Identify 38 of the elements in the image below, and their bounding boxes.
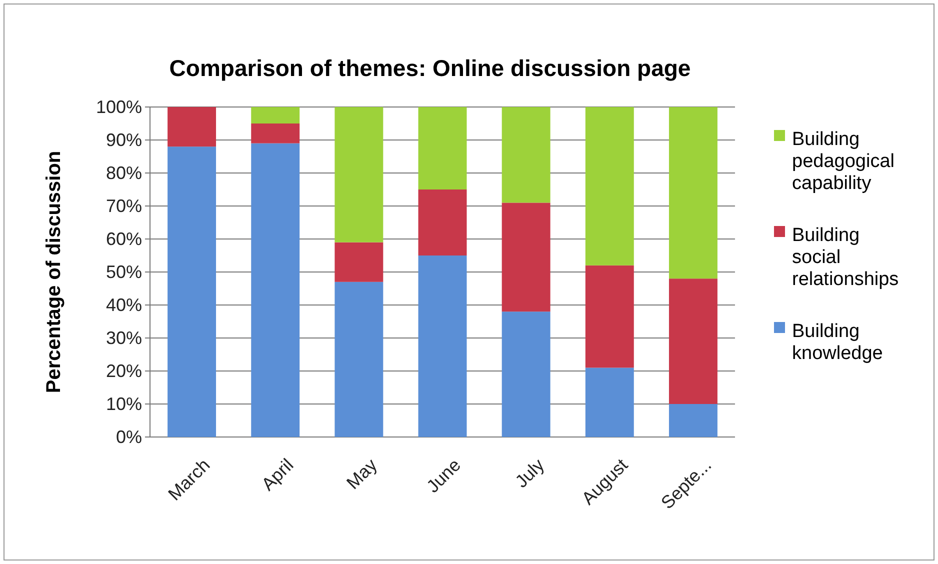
- bar: [668, 107, 718, 279]
- y-tick-label: 10%: [106, 394, 142, 414]
- bar: [334, 107, 384, 242]
- y-tick-label: 80%: [106, 162, 142, 183]
- y-tick-label: 50%: [106, 262, 142, 282]
- bar: [334, 242, 384, 282]
- legend-label: Building social relationships: [792, 225, 899, 290]
- chart-title: Comparison of themes: Online discussion page: [169, 55, 691, 81]
- bar: [668, 404, 718, 437]
- bar: [585, 265, 634, 368]
- bar: [418, 107, 467, 190]
- bar: [251, 107, 300, 124]
- bar: [168, 146, 216, 437]
- bar: [168, 107, 216, 147]
- legend-label: Building knowledge: [792, 321, 883, 364]
- bar: [502, 202, 550, 312]
- y-tick-label: 100%: [96, 96, 142, 117]
- y-tick-label: 30%: [106, 328, 142, 348]
- legend-label: Building pedagogical capability: [792, 129, 894, 194]
- y-axis-title: Percentage of discussion: [43, 150, 65, 394]
- bar: [418, 190, 467, 256]
- y-tick-label: 60%: [106, 228, 142, 249]
- bar: [502, 107, 550, 203]
- bar: [418, 256, 467, 437]
- bar: [668, 278, 718, 404]
- bar: [251, 124, 300, 144]
- bar: [585, 368, 634, 437]
- bar: [585, 107, 634, 266]
- y-tick-label: 20%: [106, 360, 142, 381]
- y-tick-label: 0%: [116, 426, 142, 447]
- y-tick-label: 40%: [106, 294, 142, 315]
- y-tick-label: 90%: [106, 130, 142, 150]
- x-tick-label: July: [511, 454, 548, 492]
- y-tick-label: 70%: [106, 196, 142, 216]
- bar: [502, 312, 550, 437]
- bar: [334, 282, 384, 437]
- bar: [251, 143, 300, 437]
- x-tick-label: May: [342, 454, 381, 494]
